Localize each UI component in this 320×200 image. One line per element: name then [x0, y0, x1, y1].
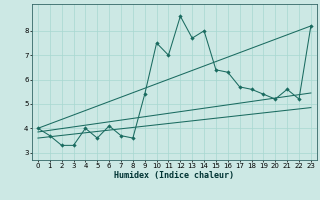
X-axis label: Humidex (Indice chaleur): Humidex (Indice chaleur) — [115, 171, 234, 180]
